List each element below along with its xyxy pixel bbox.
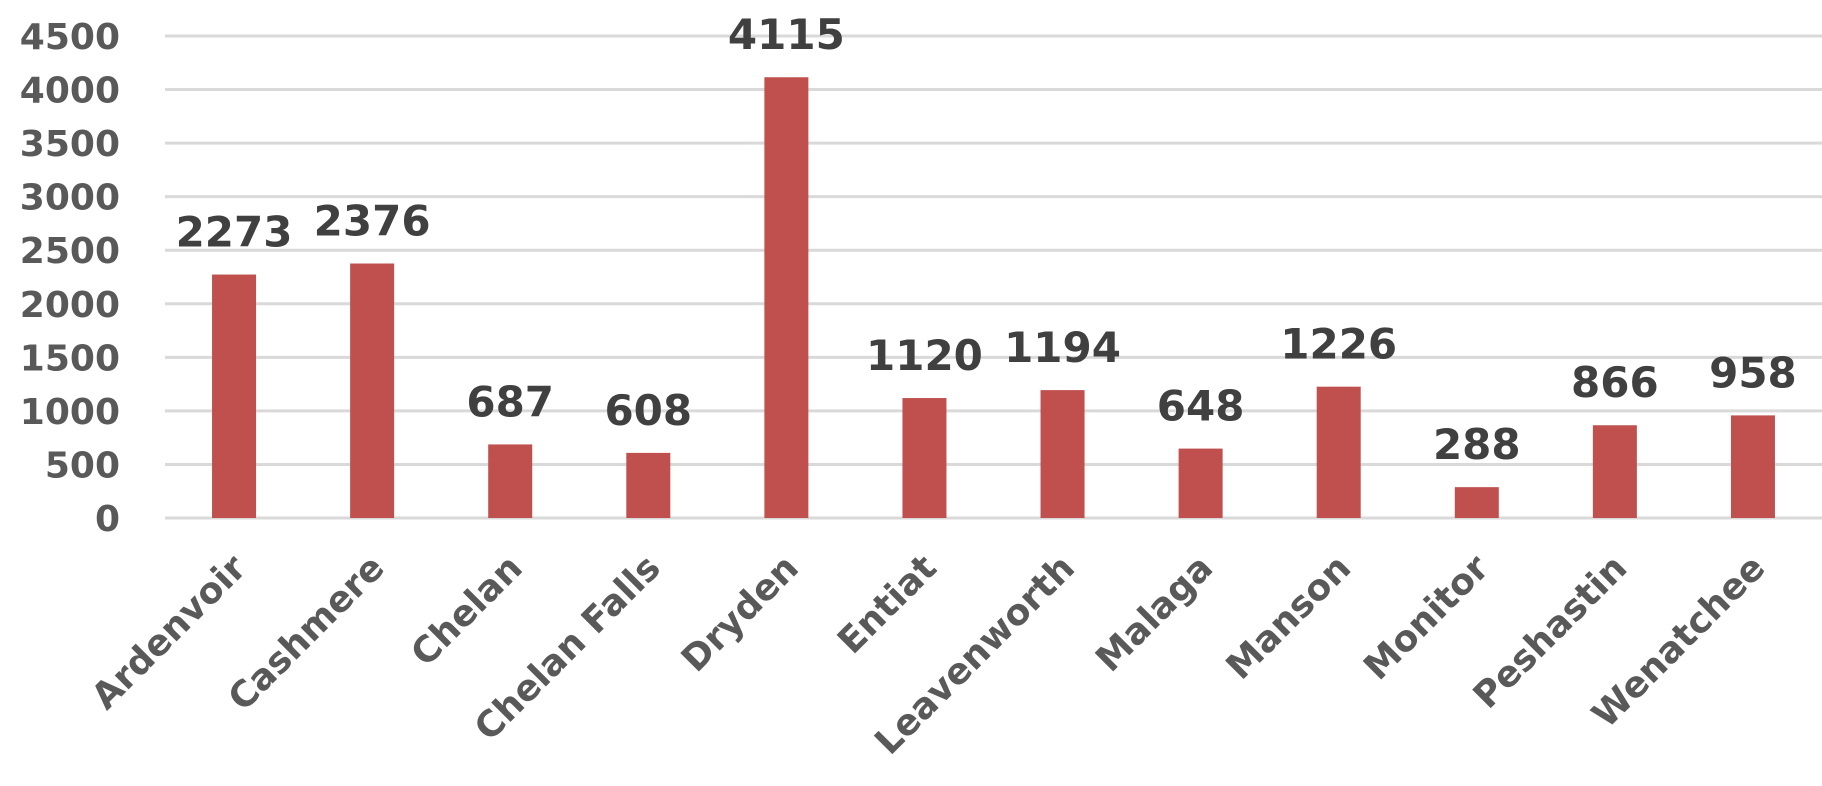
data-label: 866 <box>1571 358 1659 407</box>
y-tick-label: 2500 <box>20 231 120 272</box>
x-category-label: Dryden <box>674 547 807 680</box>
y-tick-label: 3500 <box>20 124 120 165</box>
data-label: 288 <box>1433 420 1521 469</box>
y-tick-label: 4500 <box>20 17 120 58</box>
x-category-label: Malaga <box>1088 547 1221 680</box>
data-label: 1194 <box>1004 323 1121 372</box>
bar <box>1316 386 1361 518</box>
y-axis-ticks: 0 500 1000 1500 2000 2500 3000 3500 4000 4500 <box>20 17 120 540</box>
data-label: 687 <box>466 377 554 426</box>
data-label: 4115 <box>728 10 845 59</box>
bar <box>488 444 533 518</box>
data-label: 648 <box>1157 382 1245 431</box>
bar <box>626 452 671 518</box>
bar <box>902 398 947 518</box>
x-category-label: Entiat <box>830 547 945 662</box>
gridlines <box>165 34 1822 520</box>
bar <box>1454 487 1499 518</box>
y-tick-label: 1000 <box>20 392 120 433</box>
bar <box>350 263 395 518</box>
data-label: 2376 <box>314 197 431 246</box>
y-tick-label: 1500 <box>20 338 120 379</box>
data-labels: 2273 2376 687 608 4115 1120 1194 648 1226 288 866 9… <box>176 10 1797 469</box>
bar <box>1178 448 1223 518</box>
data-label: 1226 <box>1280 320 1397 369</box>
y-tick-label: 0 <box>95 499 120 540</box>
y-tick-label: 4000 <box>20 71 120 112</box>
data-label: 1120 <box>866 331 983 380</box>
bar <box>1040 390 1085 518</box>
data-label: 608 <box>604 386 692 435</box>
bar <box>1592 425 1637 518</box>
x-category-label: Manson <box>1219 547 1359 687</box>
bar <box>1730 415 1775 518</box>
y-tick-label: 500 <box>45 445 120 486</box>
bar <box>212 274 257 518</box>
x-category-label: Chelan <box>403 547 530 674</box>
y-tick-label: 3000 <box>20 178 120 219</box>
data-label: 2273 <box>176 208 293 257</box>
x-category-label: Monitor <box>1356 547 1497 688</box>
bar <box>764 77 809 518</box>
bars <box>212 77 1775 518</box>
data-label: 958 <box>1709 348 1797 397</box>
y-tick-label: 2000 <box>20 285 120 326</box>
